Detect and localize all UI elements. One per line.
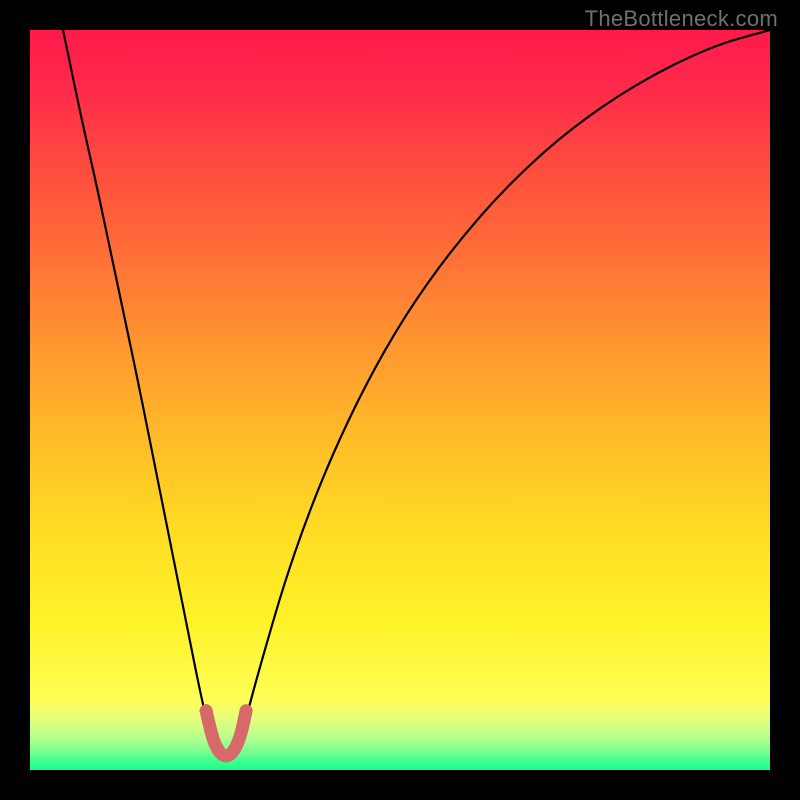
dip-marker-endpoint-0 [200,704,213,717]
dip-marker-endpoint-1 [240,704,253,717]
chart-frame: TheBottleneck.com [0,0,800,800]
dip-marker [206,711,246,756]
watermark-label: TheBottleneck.com [585,6,778,32]
bottleneck-curve [63,30,770,756]
chart-svg-layer [0,0,800,800]
